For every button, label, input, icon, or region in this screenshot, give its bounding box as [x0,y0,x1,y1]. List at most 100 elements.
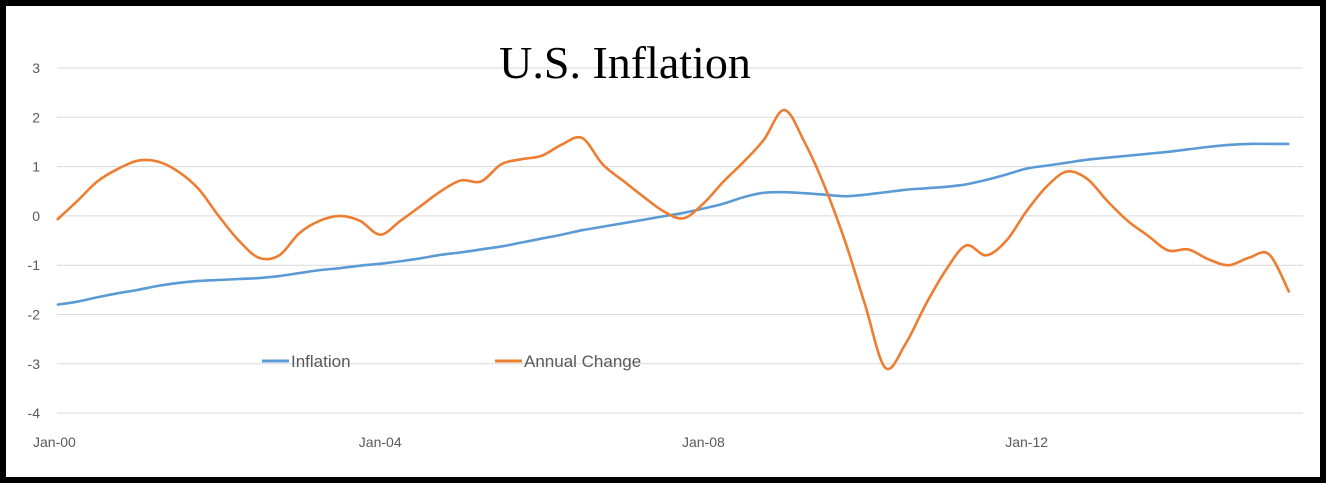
data-point-inflation [925,187,927,189]
y-tick-label: -1 [28,257,41,273]
data-point-inflation [238,278,240,280]
data-point-inflation [117,292,119,294]
data-point-inflation [723,203,725,205]
data-point-inflation [157,285,159,287]
data-point-annual-change [682,217,684,219]
data-point-annual-change [601,163,603,165]
data-point-inflation [783,191,785,193]
x-tick-labels: Jan-00 Jan-04 Jan-08 Jan-12 [33,434,1048,450]
data-point-inflation [622,222,624,224]
data-point-annual-change [561,143,563,145]
data-point-annual-change [258,257,260,259]
data-point-annual-change [137,160,139,162]
data-point-annual-change [642,195,644,197]
data-point-inflation [965,183,967,185]
data-point-inflation [218,279,220,281]
data-point-inflation [1127,155,1129,157]
data-point-inflation [379,263,381,265]
data-point-inflation [440,254,442,256]
data-point-annual-change [723,180,725,182]
data-point-annual-change [743,161,745,163]
data-point-annual-change [339,215,341,217]
data-point-inflation [359,265,361,267]
data-point-inflation [763,192,765,194]
data-point-inflation [298,272,300,274]
y-tick-label: -2 [28,307,41,323]
series-line-inflation [56,142,1290,306]
x-tick-label: Jan-00 [33,434,76,450]
data-point-annual-change [96,180,98,182]
data-point-annual-change [904,343,906,345]
data-point-inflation [56,304,58,306]
data-point-inflation [1228,144,1230,146]
data-point-annual-change [500,163,502,165]
data-point-inflation [601,226,603,228]
data-point-annual-change [379,234,381,236]
y-tick-labels: 3 2 1 0 -1 -2 -3 -4 [28,60,41,421]
data-point-annual-change [460,179,462,181]
data-point-inflation [884,191,886,193]
data-point-inflation [844,195,846,197]
legend-label-annual-change: Annual Change [524,352,641,371]
data-point-annual-change [197,188,199,190]
data-point-annual-change [238,240,240,242]
data-point-inflation [319,269,321,271]
data-point-inflation [904,189,906,191]
data-point-annual-change [298,232,300,234]
data-point-inflation [500,245,502,247]
x-tick-label: Jan-04 [359,434,402,450]
y-tick-label: 0 [32,208,40,224]
y-tick-label: 3 [32,60,40,76]
data-point-annual-change [1086,178,1088,180]
data-point-inflation [1248,143,1250,145]
legend-label-inflation: Inflation [291,352,351,371]
data-point-annual-change [824,185,826,187]
data-point-annual-change [56,219,58,221]
data-point-annual-change [844,240,846,242]
data-point-inflation [1026,168,1028,170]
data-point-inflation [803,192,805,194]
data-point-annual-change [1248,257,1250,259]
data-point-annual-change [1187,248,1189,250]
y-tick-label: 1 [32,159,40,175]
data-point-inflation [197,280,199,282]
chart-title: U.S. Inflation [499,37,751,88]
data-point-annual-change [399,220,401,222]
data-point-inflation [278,275,280,277]
data-point-annual-change [1268,253,1270,255]
data-point-inflation [420,257,422,259]
data-point-annual-change [1106,200,1108,202]
data-point-annual-change [763,138,765,140]
data-point-annual-change [1026,210,1028,212]
data-point-inflation [1167,151,1169,153]
data-point-annual-change [420,205,422,207]
data-point-annual-change [319,220,321,222]
data-point-inflation [258,277,260,279]
data-point-inflation [824,194,826,196]
data-point-annual-change [1228,264,1230,266]
data-point-inflation [662,215,664,217]
data-point-inflation [1106,157,1108,159]
data-point-inflation [339,267,341,269]
data-point-inflation [76,301,78,303]
data-point-annual-change [1288,291,1290,293]
data-point-inflation [1288,143,1290,145]
data-point-annual-change [1127,220,1129,222]
data-point-inflation [137,289,139,291]
data-point-annual-change [1167,249,1169,251]
data-point-inflation [1147,153,1149,155]
data-point-inflation [399,260,401,262]
data-point-annual-change [541,155,543,157]
y-tick-label: -4 [28,405,41,421]
data-point-inflation [581,229,583,231]
data-point-inflation [864,194,866,196]
y-tick-label: -3 [28,356,41,372]
data-point-inflation [1086,159,1088,161]
data-point-inflation [1046,165,1048,167]
data-point-annual-change [1207,258,1209,260]
data-point-annual-change [662,210,664,212]
data-point-annual-change [1005,240,1007,242]
series-line-annual-change [56,108,1291,371]
data-point-annual-change [1046,185,1048,187]
